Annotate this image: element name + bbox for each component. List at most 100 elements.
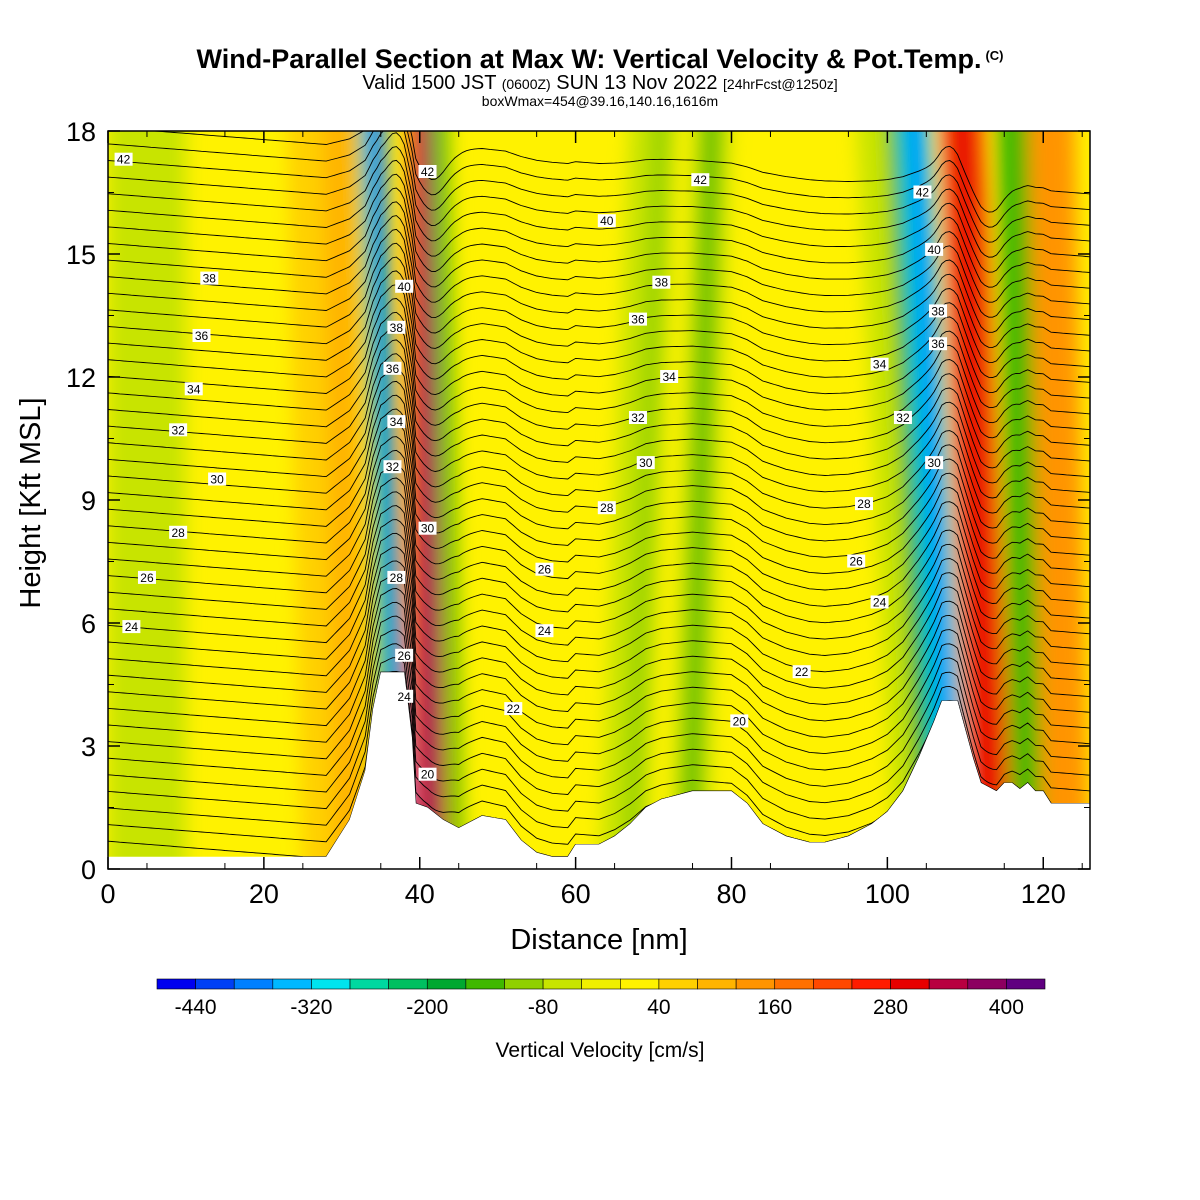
svg-text:26: 26 bbox=[140, 571, 154, 585]
svg-text:28: 28 bbox=[857, 497, 871, 511]
contour-label: 26 bbox=[395, 648, 414, 663]
svg-text:22: 22 bbox=[795, 665, 809, 679]
colorbar-swatch bbox=[156, 978, 196, 990]
y-tick-label: 0 bbox=[81, 855, 96, 885]
colorbar-swatch bbox=[697, 978, 737, 990]
theta-contour bbox=[108, 353, 1090, 499]
contour-label: 26 bbox=[535, 562, 554, 577]
colorbar-swatch bbox=[928, 978, 969, 990]
contour-label: 26 bbox=[137, 570, 156, 585]
svg-text:28: 28 bbox=[390, 571, 404, 585]
theta-contour bbox=[108, 201, 1090, 333]
field-band bbox=[623, 131, 669, 869]
theta-contour bbox=[108, 588, 1090, 771]
colorbar-swatch bbox=[195, 978, 235, 990]
colorbar-swatch bbox=[735, 978, 776, 990]
contour-label: 38 bbox=[200, 271, 219, 286]
colorbar-swatch bbox=[349, 978, 389, 990]
x-tick-label: 20 bbox=[249, 879, 279, 909]
theta-contour bbox=[108, 408, 1090, 559]
x-axis: 0 20 40 60 80 100 120 bbox=[100, 131, 1083, 909]
contour-label: 24 bbox=[122, 620, 141, 634]
svg-text:40: 40 bbox=[397, 280, 411, 294]
colorbar-swatch bbox=[774, 978, 814, 990]
contour-label: 28 bbox=[169, 525, 188, 540]
colorbar-swatch bbox=[813, 978, 853, 990]
theta-contour bbox=[108, 215, 1090, 348]
contour-label: 32 bbox=[893, 411, 912, 425]
svg-text:32: 32 bbox=[631, 411, 645, 425]
contour-label: 32 bbox=[628, 411, 647, 425]
theta-contour bbox=[108, 298, 1090, 439]
colorbar-swatch bbox=[388, 978, 428, 990]
svg-text:38: 38 bbox=[931, 304, 945, 318]
theta-contour bbox=[108, 131, 1090, 228]
svg-text:34: 34 bbox=[873, 358, 887, 372]
colorbar-swatch bbox=[890, 978, 930, 990]
svg-text:26: 26 bbox=[397, 649, 411, 663]
svg-text:36: 36 bbox=[386, 362, 400, 376]
theta-contour bbox=[108, 532, 1090, 705]
svg-text:32: 32 bbox=[171, 423, 185, 437]
theta-contour bbox=[108, 242, 1090, 378]
svg-text:22: 22 bbox=[507, 702, 521, 716]
theta-contour bbox=[108, 505, 1090, 673]
theta-contour bbox=[108, 422, 1090, 575]
theta-contour bbox=[108, 463, 1090, 624]
x-axis-label: Distance [nm] bbox=[510, 924, 687, 956]
y-tick-label: 18 bbox=[66, 117, 96, 147]
svg-text:32: 32 bbox=[896, 411, 910, 425]
chart-info: boxWmax=454@39.16,140.16,1616m bbox=[481, 93, 719, 109]
theta-contour bbox=[108, 615, 1090, 804]
svg-text:24: 24 bbox=[873, 596, 887, 610]
theta-contour bbox=[108, 436, 1090, 591]
theta-contour bbox=[108, 325, 1090, 469]
theta-contour bbox=[108, 256, 1090, 394]
svg-text:38: 38 bbox=[655, 276, 669, 290]
contour-label: 38 bbox=[387, 320, 406, 335]
x-tick-label: 80 bbox=[716, 879, 746, 909]
contour-label: 32 bbox=[383, 460, 402, 474]
contour-label: 20 bbox=[418, 767, 437, 782]
contour-label: 24 bbox=[535, 624, 554, 638]
theta-contour bbox=[108, 339, 1090, 484]
colorbar-label: Vertical Velocity [cm/s] bbox=[496, 1039, 705, 1062]
contour-label: 42 bbox=[114, 152, 133, 167]
contour-label: 28 bbox=[854, 497, 873, 511]
theta-contour bbox=[108, 560, 1090, 738]
svg-text:40: 40 bbox=[600, 214, 614, 228]
colorbar-tick-label: 400 bbox=[989, 996, 1024, 1019]
svg-text:28: 28 bbox=[171, 526, 185, 540]
copyright-mark: (C) bbox=[985, 48, 1004, 63]
contour-label: 42 bbox=[418, 165, 437, 179]
theta-contour bbox=[108, 574, 1090, 755]
contour-label: 24 bbox=[870, 595, 889, 610]
contour-label: 30 bbox=[418, 521, 437, 536]
theta-contour bbox=[108, 491, 1090, 656]
theta-contour bbox=[108, 187, 1090, 318]
svg-text:20: 20 bbox=[421, 768, 435, 782]
contour-label: 40 bbox=[395, 279, 414, 294]
colorbar-tick-label: 280 bbox=[873, 996, 908, 1019]
colorbar-tick-label: 160 bbox=[757, 996, 792, 1019]
svg-text:32: 32 bbox=[386, 460, 400, 474]
theta-contour bbox=[108, 449, 1090, 607]
svg-text:30: 30 bbox=[927, 456, 941, 470]
colorbar-swatch bbox=[426, 978, 467, 990]
x-tick-label: 100 bbox=[865, 879, 910, 909]
contour-label: 34 bbox=[184, 382, 203, 396]
contour-label: 20 bbox=[730, 714, 749, 728]
svg-text:24: 24 bbox=[125, 620, 139, 634]
theta-contour bbox=[108, 394, 1090, 544]
svg-text:20: 20 bbox=[733, 714, 747, 728]
contour-label: 28 bbox=[387, 570, 406, 585]
theta-contour bbox=[108, 311, 1090, 454]
contour-label: 22 bbox=[504, 702, 523, 716]
colorbar-tick-label: -200 bbox=[406, 996, 448, 1019]
y-tick-label: 12 bbox=[66, 363, 96, 393]
contour-label: 36 bbox=[929, 337, 948, 351]
contour-label: 40 bbox=[925, 242, 944, 257]
colorbar-swatch bbox=[851, 978, 891, 990]
svg-text:38: 38 bbox=[203, 272, 217, 286]
contour-label: 40 bbox=[597, 214, 616, 228]
